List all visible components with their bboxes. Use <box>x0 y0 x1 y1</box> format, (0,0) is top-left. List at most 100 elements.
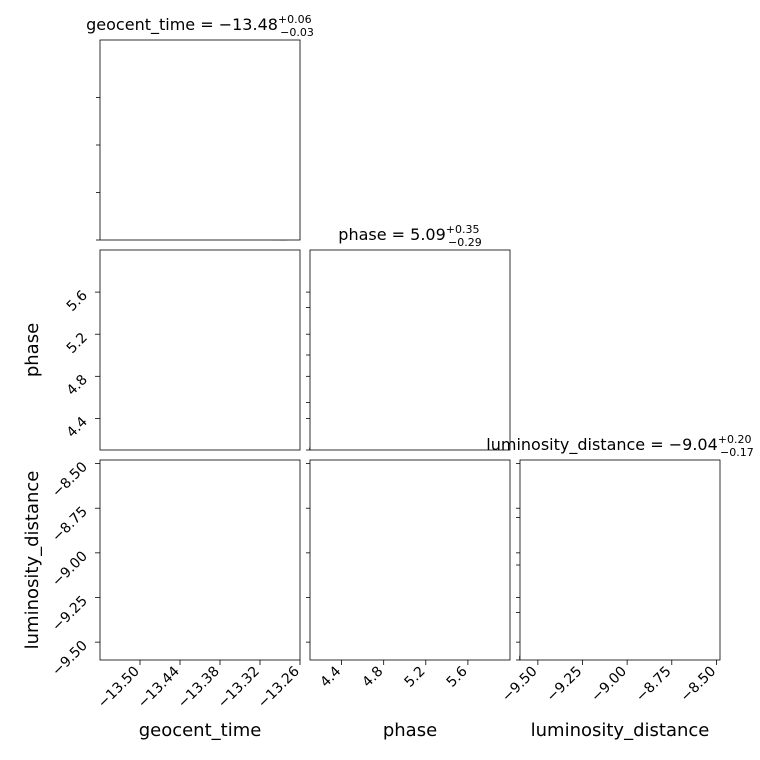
sample-point <box>95 365 98 368</box>
panel-frame <box>99 39 301 241</box>
sample-point <box>95 356 98 359</box>
x-axis-label-geocent_time: geocent_time <box>139 720 262 741</box>
x-tick-label: −9.00 <box>588 664 630 706</box>
sample-point <box>304 646 307 649</box>
sample-point <box>95 363 98 366</box>
x-tick-label: −8.50 <box>678 664 720 706</box>
sample-point <box>94 362 97 365</box>
x-tick-label: −13.38 <box>175 664 223 712</box>
sample-point <box>96 356 99 359</box>
sample-point <box>303 476 306 479</box>
sample-point <box>97 582 100 585</box>
sample-point <box>94 371 97 374</box>
sample-point <box>94 603 97 606</box>
sample-point <box>95 363 98 366</box>
sample-point <box>97 363 100 366</box>
sample-point <box>95 365 98 368</box>
sample-point <box>96 598 99 601</box>
sample-point <box>94 368 97 371</box>
sample-point <box>96 365 99 368</box>
x-tick-label: −13.32 <box>215 664 263 712</box>
sample-point <box>96 587 99 590</box>
x-tick-label: −9.25 <box>544 664 586 706</box>
sample-point <box>96 587 99 590</box>
x-tick-label: 5.6 <box>444 663 471 690</box>
sample-point <box>96 586 99 589</box>
sample-point <box>94 356 97 359</box>
sample-point <box>96 359 99 362</box>
sample-point <box>90 578 93 581</box>
y-axis-label-phase: phase <box>22 323 43 377</box>
sample-point <box>95 585 98 588</box>
panel-frame <box>99 249 301 451</box>
sample-point <box>97 587 100 590</box>
sample-point <box>301 292 304 295</box>
title-phase: phase = 5.09+0.35 −0.29 <box>338 223 481 249</box>
sample-point <box>94 363 97 366</box>
y-tick-label: 4.8 <box>64 372 91 399</box>
sample-point <box>301 468 304 471</box>
x-tick-label: −13.26 <box>255 663 303 711</box>
panel-frame <box>519 459 721 661</box>
sample-point <box>95 357 98 360</box>
sample-point <box>293 457 296 460</box>
panel-frame <box>309 249 511 451</box>
sample-point <box>97 587 100 590</box>
x-tick-label: −9.50 <box>499 664 541 706</box>
y-tick-label: −9.00 <box>49 548 91 590</box>
sample-point <box>97 587 100 590</box>
sample-point <box>95 365 98 368</box>
y-tick-label: −8.75 <box>49 504 91 546</box>
sample-point <box>96 585 99 588</box>
sample-point <box>94 356 97 359</box>
y-tick-label: 5.6 <box>64 288 91 315</box>
title-geocent_time: geocent_time = −13.48+0.06 −0.03 <box>86 13 314 39</box>
sample-point <box>95 580 98 583</box>
sample-point <box>316 663 319 666</box>
sample-point <box>95 583 98 586</box>
sample-point <box>96 363 99 366</box>
sample-point <box>97 587 100 590</box>
sample-point <box>97 373 100 376</box>
title-luminosity_distance: luminosity_distance = −9.04+0.20 −0.17 <box>486 433 753 459</box>
x-axis-label-luminosity_distance: luminosity_distance <box>531 720 710 741</box>
sample-point <box>97 589 100 592</box>
sample-point <box>95 362 98 365</box>
y-tick-label: −9.25 <box>49 593 91 635</box>
sample-point <box>97 367 100 370</box>
y-tick-label: 4.4 <box>64 414 91 441</box>
sample-point <box>302 296 305 299</box>
sample-point <box>93 576 96 579</box>
x-tick-label: −8.75 <box>633 664 675 706</box>
sample-point <box>96 366 99 369</box>
x-tick-label: −13.44 <box>135 663 183 711</box>
sample-point <box>96 585 99 588</box>
sample-point <box>97 573 100 576</box>
sample-point <box>96 587 99 590</box>
sample-point <box>92 578 95 581</box>
sample-point <box>314 662 317 665</box>
sample-point <box>96 367 99 370</box>
y-tick-label: −8.50 <box>49 459 91 501</box>
sample-point <box>92 581 95 584</box>
sample-point <box>314 661 317 664</box>
panel-frame <box>99 459 301 661</box>
y-axis-label-luminosity_distance: luminosity_distance <box>22 471 43 650</box>
sample-point <box>97 588 100 591</box>
x-axis-label-phase: phase <box>383 720 437 741</box>
sample-point <box>92 581 95 584</box>
sample-point <box>88 572 91 575</box>
sample-point <box>89 571 92 574</box>
sample-point <box>301 466 304 469</box>
sample-point <box>291 453 294 456</box>
y-tick-label: 5.2 <box>64 330 91 357</box>
sample-point <box>510 482 513 485</box>
y-tick-label: −9.50 <box>49 638 91 680</box>
sample-point <box>96 365 99 368</box>
sample-point <box>94 361 97 364</box>
sample-point <box>97 592 100 595</box>
sample-point <box>95 582 98 585</box>
sample-point <box>94 370 97 373</box>
x-tick-label: −13.50 <box>95 664 143 712</box>
